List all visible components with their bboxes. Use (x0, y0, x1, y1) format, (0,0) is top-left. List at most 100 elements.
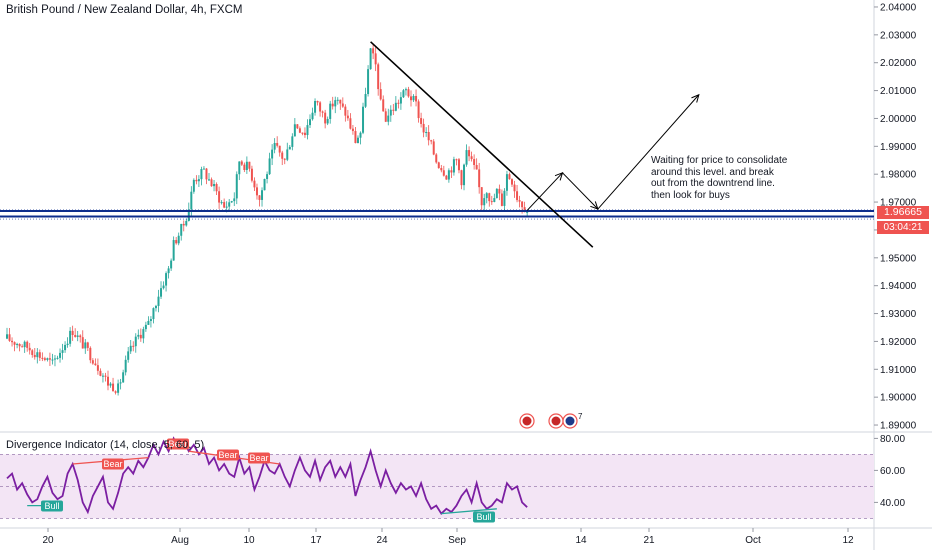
candle-body (427, 131, 430, 141)
candle-body (503, 190, 506, 206)
candle-body (349, 118, 352, 129)
candle-body (511, 179, 513, 185)
candle-body (175, 240, 178, 244)
candle-body (205, 168, 208, 180)
candle-body (389, 109, 392, 116)
candle-body (225, 206, 228, 208)
bear-label: Bear (218, 450, 237, 460)
candle-body (298, 128, 301, 133)
candle-body (369, 48, 372, 70)
candle-body (56, 357, 59, 359)
candle-body (255, 187, 258, 196)
candle-body (253, 180, 256, 188)
bull-label-box (41, 500, 63, 512)
price-axis-label: 1.91000 (880, 365, 917, 376)
candle-body (81, 337, 84, 349)
candle-body (321, 111, 324, 113)
candle-body (258, 195, 261, 200)
candle-body (210, 179, 213, 187)
candle-body (13, 342, 16, 345)
candle-body (61, 350, 64, 353)
candle-body (152, 308, 155, 320)
indicator-line (6, 436, 528, 516)
candle-body (384, 111, 387, 122)
candle-body (346, 115, 349, 119)
candle-body (417, 101, 420, 119)
candle-body (248, 161, 251, 169)
indicator-axis-label: 60.00 (880, 466, 905, 477)
candle-body (36, 352, 39, 358)
candle-body (523, 207, 526, 213)
candle-body (404, 89, 407, 91)
downtrend-line (370, 41, 594, 248)
candle-body (508, 174, 511, 180)
candle-body (21, 346, 24, 348)
candle-body (228, 202, 231, 207)
price-axis-label: 1.92000 (880, 337, 917, 348)
candle-body (498, 188, 501, 194)
candle-body (11, 340, 14, 343)
candle-body (336, 99, 339, 101)
candle-body (513, 184, 516, 192)
candle-body (493, 198, 496, 202)
candle-body (450, 170, 453, 173)
time-axis-label: 20 (42, 535, 54, 546)
gbp-event-icon-flag (522, 416, 532, 426)
candle-body (316, 101, 319, 103)
candle-body (505, 174, 508, 191)
bull-label: Bull (44, 501, 59, 511)
candle-body (64, 344, 67, 351)
candle-body (344, 106, 347, 116)
candle-body (79, 335, 82, 338)
candle-body (139, 334, 142, 339)
candle-body (273, 142, 276, 150)
time-axis-label: Sep (448, 535, 466, 546)
candle-body (483, 198, 486, 206)
bear-label-box (102, 458, 124, 470)
candle-body (445, 175, 448, 180)
candle-body (165, 273, 168, 286)
candle-body (490, 201, 493, 203)
time-axis-label: Aug (171, 535, 189, 546)
candle-body (410, 96, 412, 101)
candle-body (362, 106, 365, 133)
price-axis-label: 1.93000 (880, 309, 917, 320)
candle-body (465, 150, 468, 165)
candle-body (33, 354, 36, 358)
price-axis-label: 1.89000 (880, 421, 917, 432)
candle-body (71, 330, 74, 336)
candle-body (170, 260, 173, 269)
time-axis-label: 24 (376, 535, 388, 546)
candle-body (69, 330, 72, 344)
candle-body (104, 375, 107, 377)
candle-body (167, 268, 170, 274)
candle-body (48, 358, 51, 360)
candle-body (473, 159, 476, 166)
candle-body (18, 343, 21, 347)
candle-body (402, 90, 405, 98)
candle-body (475, 165, 478, 170)
time-axis-label: 14 (575, 535, 587, 546)
candle-body (291, 136, 294, 147)
candle-body (442, 170, 445, 176)
candle-body (521, 201, 524, 208)
candle-body (480, 187, 483, 206)
candle-body (351, 128, 354, 132)
candle-body (31, 350, 34, 355)
candle-body (86, 342, 89, 348)
candle-body (109, 383, 112, 386)
candle-body (162, 285, 165, 289)
candle-body (288, 146, 291, 150)
candle-body (250, 168, 253, 181)
candle-body (326, 118, 329, 124)
candle-body (397, 102, 400, 104)
candle-body (331, 103, 334, 107)
candle-body (91, 360, 94, 364)
candle-body (437, 162, 440, 169)
candle-body (460, 170, 463, 186)
candle-body (283, 158, 286, 160)
candle-body (117, 383, 120, 393)
candle-body (324, 112, 327, 124)
nzd-event-icon-flag (565, 416, 575, 426)
